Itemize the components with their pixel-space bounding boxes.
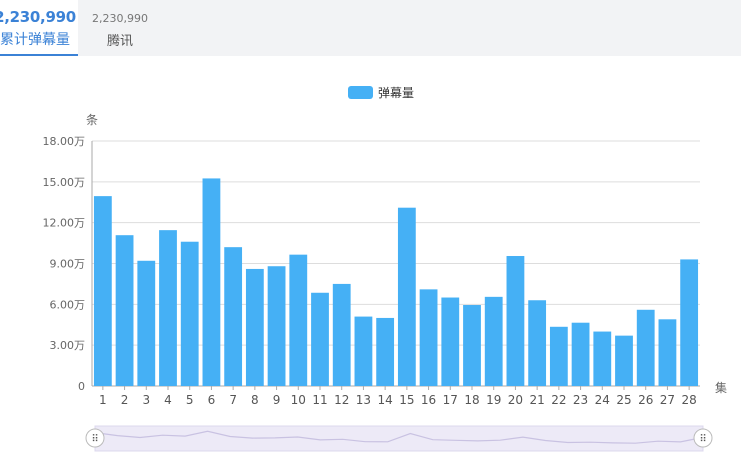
bar-episode-17[interactable]	[441, 297, 460, 386]
bar-episode-5[interactable]	[180, 241, 199, 386]
tab-tencent-value: 2,230,990	[92, 12, 148, 25]
x-tick-label: 13	[356, 393, 371, 407]
x-tick-label: 17	[443, 393, 458, 407]
bar-episode-10[interactable]	[289, 254, 308, 386]
bar-episode-9[interactable]	[267, 266, 286, 386]
x-tick-label: 18	[464, 393, 479, 407]
x-tick-label: 16	[421, 393, 436, 407]
tab-tencent[interactable]: 2,230,990 腾讯	[84, 0, 156, 56]
tab-total-danmaku[interactable]: 2,230,990 累计弹幕量	[0, 0, 78, 56]
y-tick-label: 12.00万	[43, 217, 86, 230]
bar-episode-8[interactable]	[245, 268, 264, 386]
bar-episode-16[interactable]	[419, 289, 438, 386]
x-tick-label: 10	[291, 393, 306, 407]
y-tick-label: 9.00万	[50, 258, 86, 271]
bar-episode-3[interactable]	[137, 260, 156, 386]
bar-episode-22[interactable]	[549, 326, 568, 386]
x-tick-label: 6	[208, 393, 216, 407]
bar-episode-24[interactable]	[593, 331, 612, 386]
x-tick-label: 3	[142, 393, 150, 407]
svg-text:⠿: ⠿	[699, 434, 706, 445]
x-tick-label: 21	[530, 393, 545, 407]
y-axis-label: 条	[86, 113, 98, 127]
x-tick-label: 1	[99, 393, 107, 407]
zoom-slider-sparkline	[94, 430, 704, 444]
bar-episode-11[interactable]	[311, 292, 329, 386]
bar-episode-20[interactable]	[506, 256, 525, 386]
x-tick-label: 24	[595, 393, 610, 407]
y-tick-label: 18.00万	[43, 135, 86, 148]
zoom-handle-left[interactable]: ⠿	[85, 428, 105, 448]
bar-episode-12[interactable]	[332, 283, 351, 386]
y-tick-label: 15.00万	[43, 176, 86, 189]
x-tick-label: 23	[573, 393, 588, 407]
bar-episode-26[interactable]	[636, 309, 655, 386]
legend-swatch	[348, 86, 373, 99]
bar-episode-23[interactable]	[571, 322, 590, 386]
y-tick-label: 6.00万	[50, 298, 86, 311]
x-tick-label: 15	[399, 393, 414, 407]
tab-bar: 2,230,990 累计弹幕量 2,230,990 腾讯	[0, 0, 741, 56]
danmaku-bar-chart: 弹幕量 条 集 0 3.00万 6.00万 9.00万 12.00万 15.00万 18.0…	[43, 86, 727, 452]
tab-tencent-label: 腾讯	[106, 34, 133, 49]
bar-episode-14[interactable]	[376, 317, 395, 386]
x-tick-label: 5	[186, 393, 194, 407]
tab-total-value: 2,230,990	[0, 8, 76, 26]
legend-label: 弹幕量	[378, 86, 414, 100]
bar-episode-1[interactable]	[93, 196, 112, 386]
x-tick-label: 11	[312, 393, 327, 407]
bar-episode-27[interactable]	[658, 319, 677, 386]
bar-episode-2[interactable]	[115, 235, 134, 386]
x-tick-label: 26	[638, 393, 653, 407]
bar-episode-4[interactable]	[159, 230, 177, 386]
y-axis-ticks: 0 3.00万 6.00万 9.00万 12.00万 15.00万 18.00万	[43, 135, 86, 393]
x-tick-label: 19	[486, 393, 501, 407]
bar-episode-21[interactable]	[528, 300, 547, 386]
bar-episode-15[interactable]	[397, 207, 416, 386]
bar-episode-6[interactable]	[202, 178, 221, 386]
x-tick-label: 28	[682, 393, 697, 407]
x-tick-label: 27	[660, 393, 675, 407]
x-axis-ticks: 1 2 3 4 5 6 7 8 9 10 11 12 13 14 15 16 17 18 19 20 21 22 23 24 2…	[99, 386, 697, 407]
zoom-handle-right[interactable]: ⠿	[693, 428, 713, 448]
chart-legend[interactable]: 弹幕量	[348, 86, 414, 100]
x-tick-label: 2	[121, 393, 129, 407]
x-tick-label: 7	[229, 393, 237, 407]
zoom-slider[interactable]: ⠿ ⠿	[85, 425, 713, 452]
svg-text:⠿: ⠿	[91, 434, 98, 445]
bar-episode-18[interactable]	[463, 305, 481, 386]
x-tick-label: 20	[508, 393, 523, 407]
zoom-slider-track[interactable]	[94, 425, 704, 452]
tab-total-label: 累计弹幕量	[0, 32, 70, 48]
x-tick-label: 12	[334, 393, 349, 407]
bar-episode-19[interactable]	[484, 296, 503, 386]
y-tick-label: 0	[78, 380, 85, 393]
bar-episode-13[interactable]	[354, 316, 373, 386]
x-tick-label: 25	[616, 393, 631, 407]
bars	[93, 178, 699, 386]
x-tick-label: 14	[378, 393, 393, 407]
bar-episode-28[interactable]	[680, 259, 699, 386]
bar-episode-25[interactable]	[615, 335, 633, 386]
x-tick-label: 9	[273, 393, 281, 407]
x-tick-label: 22	[551, 393, 566, 407]
x-tick-label: 4	[164, 393, 172, 407]
x-tick-label: 8	[251, 393, 259, 407]
x-axis-label: 集	[715, 380, 727, 395]
bar-episode-7[interactable]	[224, 247, 243, 386]
y-tick-label: 3.00万	[50, 339, 86, 352]
